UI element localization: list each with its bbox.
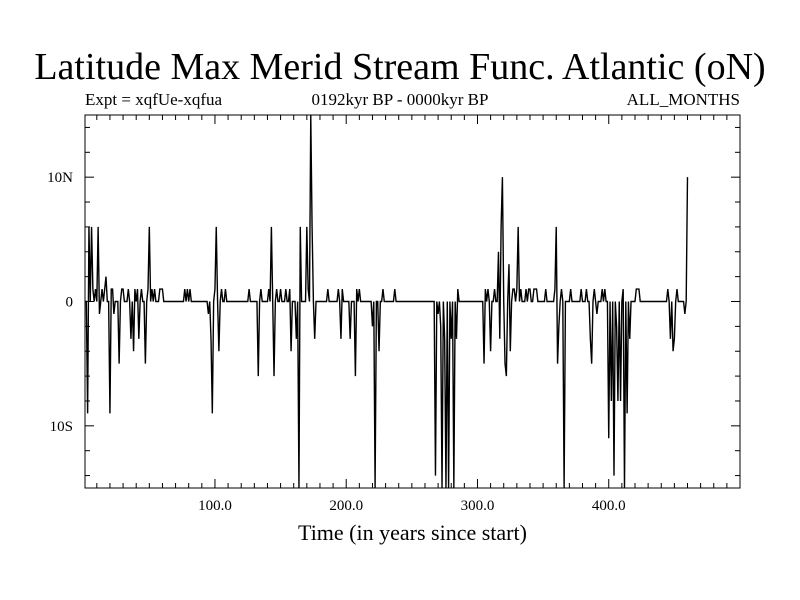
axes: 100.0 200.0 300.0 400.0 10N 0 10S	[47, 114, 741, 514]
x-tick-label: 100.0	[198, 498, 232, 514]
experiment-label: Expt = xqfUe-xqfua	[85, 90, 223, 109]
months-label: ALL_MONTHS	[626, 90, 740, 109]
x-tick-label: 200.0	[329, 498, 363, 514]
y-tick-label: 0	[66, 295, 74, 311]
x-tick-label: 300.0	[461, 498, 495, 514]
y-tick-label: 10S	[50, 419, 73, 435]
y-tick-label: 10N	[47, 170, 73, 186]
period-label: 0192kyr BP - 0000kyr BP	[311, 90, 489, 109]
data-series-line	[85, 114, 689, 489]
chart-title: Latitude Max Merid Stream Func. Atlantic…	[34, 46, 766, 88]
x-tick-label: 400.0	[592, 498, 626, 514]
x-axis-label: Time (in years since start)	[298, 520, 527, 545]
series-layer	[85, 114, 689, 489]
